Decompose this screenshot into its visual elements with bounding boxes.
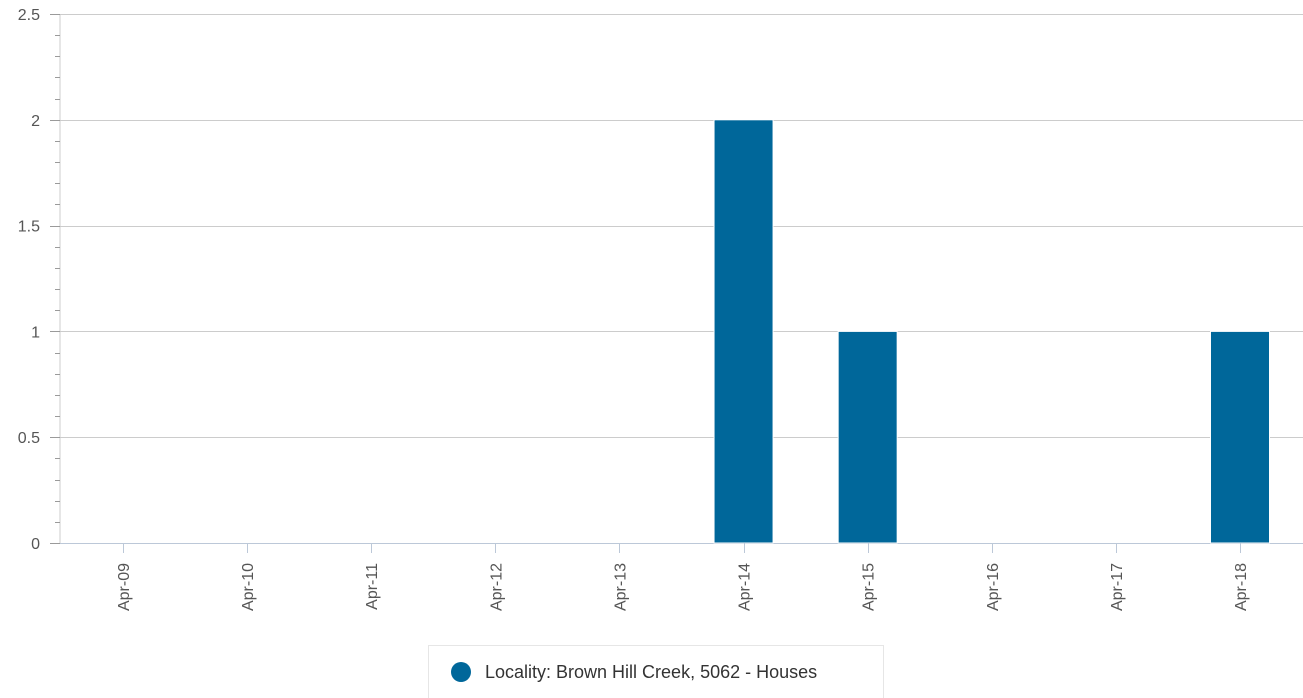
bar[interactable]: [1210, 330, 1270, 544]
y-tick-label: 0.5: [18, 430, 40, 447]
x-tick-label: Apr-14: [737, 563, 754, 611]
gridlines: [60, 14, 1303, 544]
y-axis: 0 0.5 1 1.5 2 2.5: [18, 7, 61, 553]
legend-series-marker: [451, 662, 471, 682]
y-tick-label: 0: [31, 536, 40, 553]
y-tick-label: 2: [31, 113, 40, 130]
x-tick-label: Apr-09: [116, 563, 133, 611]
x-axis: Apr-09 Apr-10 Apr-11 Apr-12 Apr-13 Apr-14 Apr-…: [116, 543, 1250, 611]
x-tick-label: Apr-10: [240, 563, 257, 611]
x-tick-label: Apr-16: [985, 563, 1002, 611]
y-tick-label: 1.5: [18, 219, 40, 236]
x-tick-label: Apr-15: [861, 563, 878, 611]
y-tick-label: 2.5: [18, 7, 40, 24]
bar-chart: 00.511.522.5 Apr-09 Apr-10 Apr-11 Apr-12 Apr…: [18, 7, 1303, 611]
legend-series-label: Locality: Brown Hill Creek, 5062 - House…: [485, 661, 818, 682]
legend[interactable]: Locality: Brown Hill Creek, 5062 - House…: [428, 645, 884, 698]
x-tick-label: Apr-13: [612, 563, 629, 611]
y-tick-label: 1: [31, 324, 40, 341]
x-tick-label: Apr-18: [1233, 563, 1250, 611]
bar[interactable]: [837, 330, 898, 544]
bar-series: [713, 119, 1270, 544]
x-tick-label: Apr-11: [364, 563, 381, 610]
x-tick-label: Apr-17: [1109, 563, 1126, 611]
x-tick-label: Apr-12: [488, 563, 505, 611]
bar[interactable]: [713, 119, 774, 544]
